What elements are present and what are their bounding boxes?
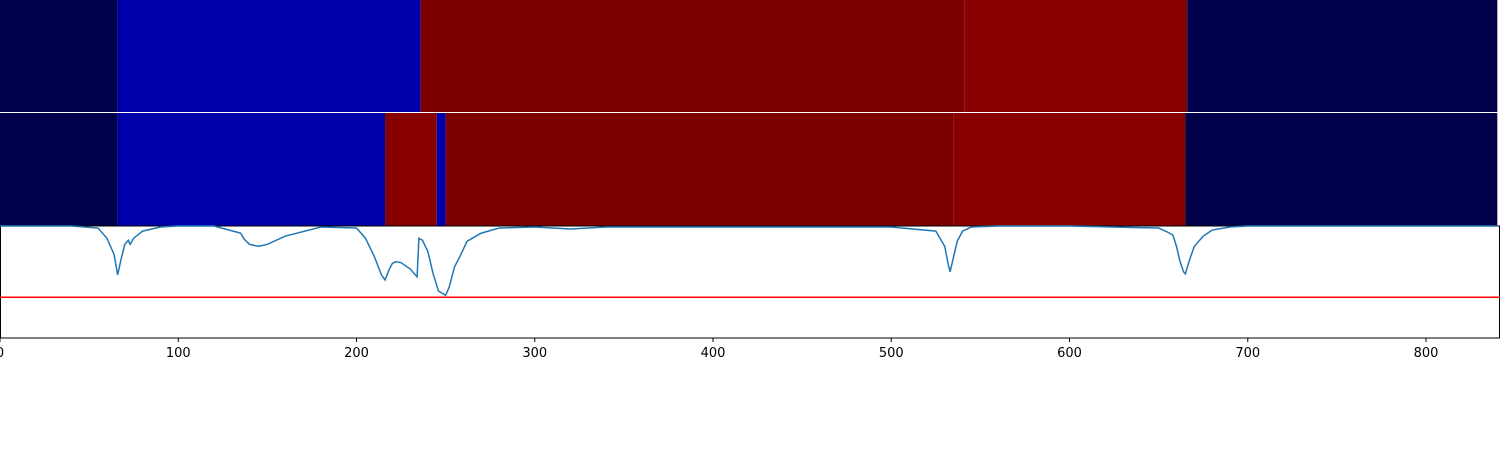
x-tick-label-0: 0: [0, 346, 4, 361]
heatmap-bottom-segment-5: [953, 113, 1186, 226]
heatmap-top-segment-2: [420, 0, 965, 112]
heatmap-bottom: [0, 113, 1498, 226]
x-tick-label-800: 800: [1414, 346, 1439, 361]
heatmap-top: [0, 0, 1498, 112]
heatmap-bottom-segment-6: [1185, 113, 1498, 226]
x-tick-label-200: 200: [344, 346, 369, 361]
heatmap-bottom-segment-1: [117, 113, 386, 226]
x-tick-label-300: 300: [522, 346, 547, 361]
x-axis: 0 100 200 300 400 500 600 700 800: [0, 338, 1438, 361]
x-tick-label-400: 400: [701, 346, 726, 361]
x-tick-label-700: 700: [1235, 346, 1260, 361]
heatmap-bottom-segment-0: [0, 113, 118, 226]
heatmap-bottom-segment-4: [445, 113, 954, 226]
heatmap-top-segment-1: [117, 0, 421, 112]
heatmap-top-segment-3: [964, 0, 1188, 112]
heatmap-bottom-segment-3: [436, 113, 446, 226]
x-tick-label-100: 100: [166, 346, 191, 361]
heatmap-top-segment-4: [1187, 0, 1498, 112]
heatmap-bottom-segment-2: [385, 113, 437, 226]
x-tick-label-500: 500: [879, 346, 904, 361]
x-tick-label-600: 600: [1057, 346, 1082, 361]
score-line: [0, 225, 1498, 297]
heatmap-top-segment-0: [0, 0, 118, 112]
